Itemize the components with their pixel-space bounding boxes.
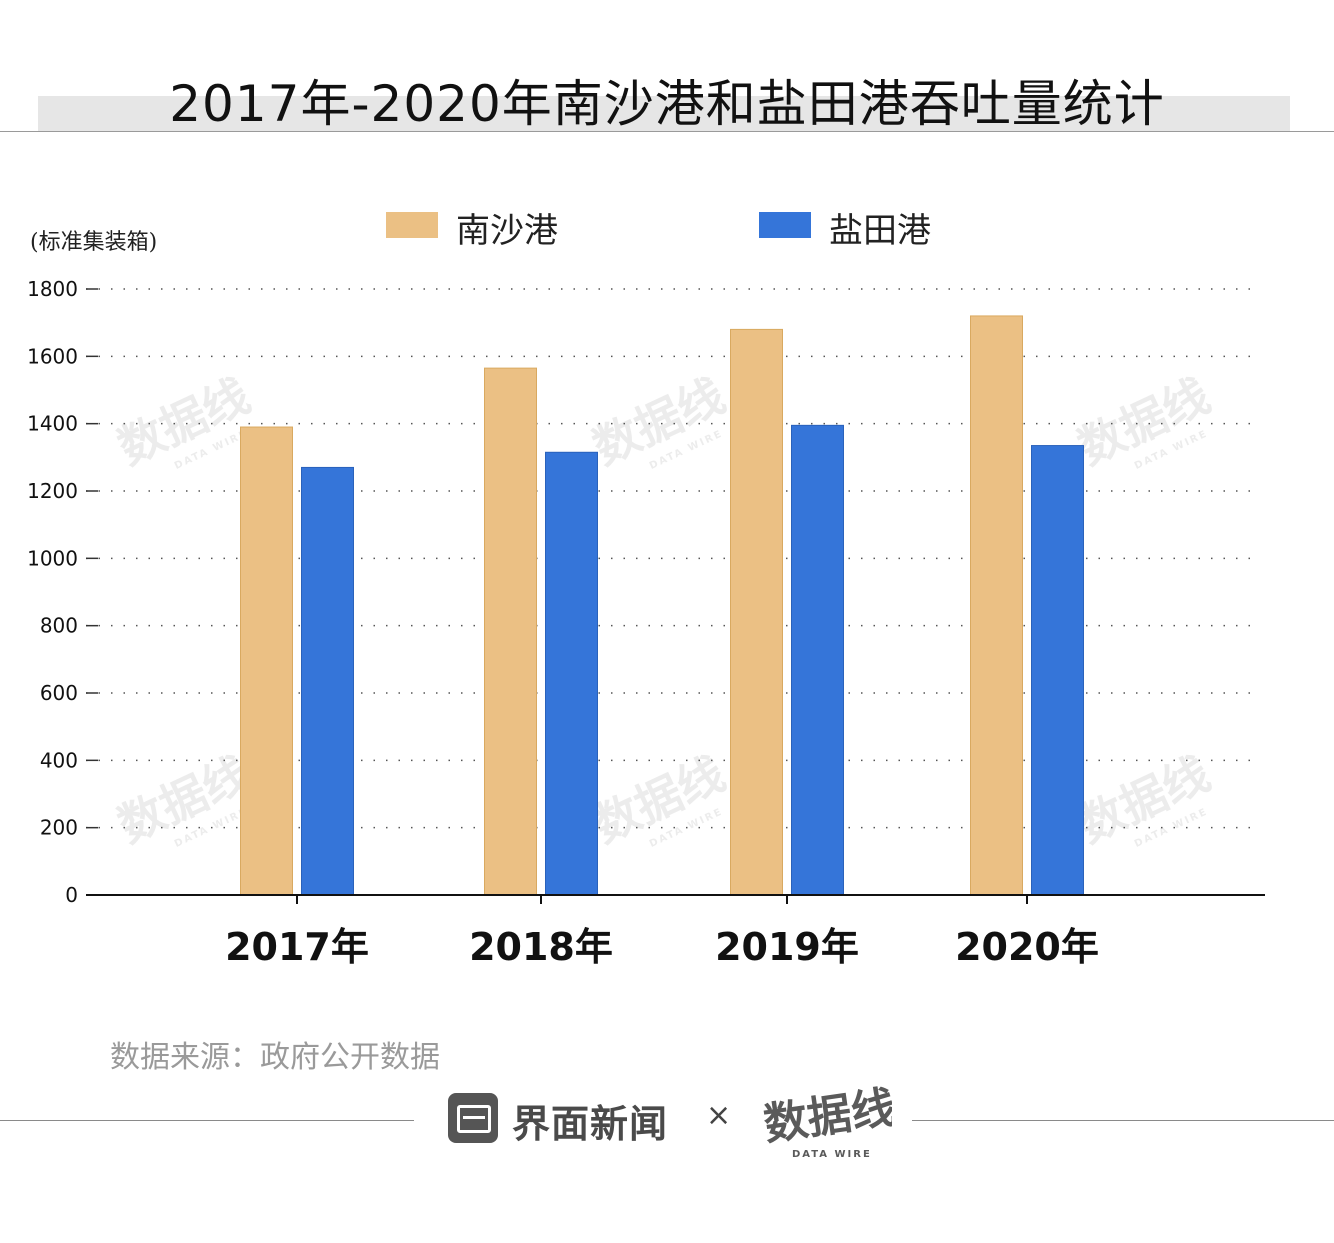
bar-yantian xyxy=(791,424,844,896)
data-wire-logo-text: 数据线 xyxy=(762,1082,892,1151)
y-tick-labels: 0 200 400 600 800 1000 1200 1400 1600 1800 xyxy=(27,277,78,907)
page-title: 2017年-2020年南沙港和盐田港吞吐量统计 xyxy=(169,75,1165,133)
title-band xyxy=(38,96,1290,132)
y-tick-label: 1600 xyxy=(27,344,78,368)
bar-yantian xyxy=(545,451,598,896)
y-tick-label: 1200 xyxy=(27,479,78,503)
data-wire-logo: 数据线 DATA WIRE xyxy=(762,1082,892,1160)
data-source-note: 数据来源：政府公开数据 xyxy=(110,1040,440,1075)
x-tick-label: 2017年 xyxy=(225,925,369,969)
legend-label-yantian: 盐田港 xyxy=(829,211,931,251)
bar-yantian xyxy=(301,466,354,896)
bar-yantian xyxy=(1031,445,1084,896)
legend-label-nansha: 南沙港 xyxy=(456,211,558,251)
bar-nansha xyxy=(484,367,537,896)
y-tick-label: 200 xyxy=(40,816,78,840)
footer-rule-left xyxy=(0,1120,414,1121)
bar-nansha xyxy=(240,426,293,896)
bar-nansha xyxy=(970,315,1023,896)
bar-nansha xyxy=(730,328,783,896)
x-tick-label: 2020年 xyxy=(955,925,1099,969)
brand-name: 界面新闻 xyxy=(512,1102,669,1146)
x-axis: 2017年 2018年 2019年 2020年 xyxy=(86,894,1265,969)
x-tick-label: 2019年 xyxy=(715,925,859,969)
y-axis-unit-label: (标准集装箱) xyxy=(30,230,158,255)
y-tick-label: 1000 xyxy=(27,546,78,570)
legend-swatch-nansha xyxy=(386,212,438,238)
x-tick-label: 2018年 xyxy=(469,925,613,969)
legend-swatch-yantian xyxy=(759,212,811,238)
y-tick-label: 1400 xyxy=(27,412,78,436)
footer-rule-right xyxy=(912,1120,1334,1121)
y-tick-label: 800 xyxy=(40,614,78,638)
data-wire-logo-sub: DATA WIRE xyxy=(792,1149,872,1160)
y-tick-label: 1800 xyxy=(27,277,78,301)
y-tick-label: 0 xyxy=(65,883,78,907)
jiemian-logo-icon xyxy=(448,1093,498,1143)
bars xyxy=(240,315,1084,896)
title-divider xyxy=(0,131,1334,132)
grid-lines xyxy=(86,288,1258,829)
y-tick-label: 600 xyxy=(40,681,78,705)
brand-collab-times: × xyxy=(706,1098,732,1133)
y-tick-label: 400 xyxy=(40,748,78,772)
